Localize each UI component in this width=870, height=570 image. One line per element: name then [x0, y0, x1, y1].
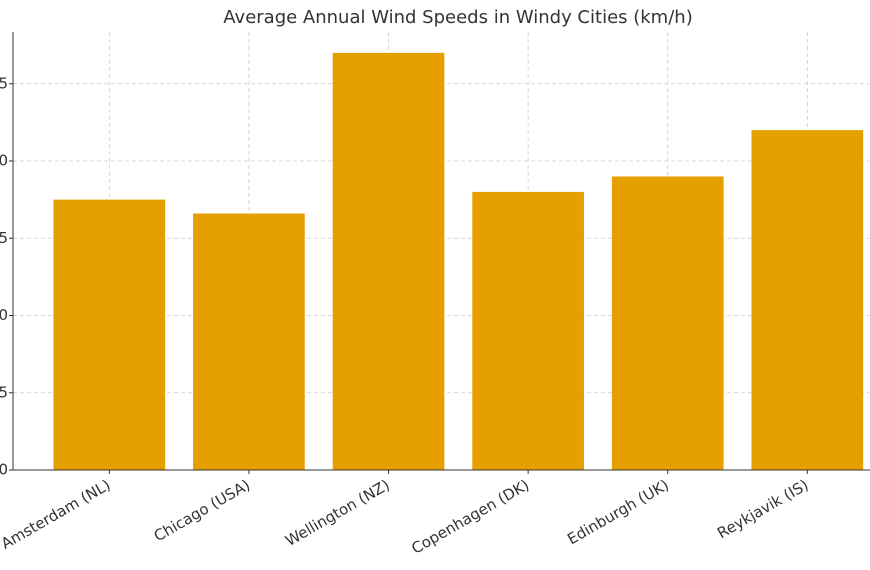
- bar: [193, 213, 305, 470]
- x-tick-label: Copenhagen (DK): [408, 476, 532, 558]
- bar: [53, 199, 166, 470]
- bar: [611, 176, 724, 471]
- x-tick-label: Amsterdam (NL): [0, 476, 114, 553]
- x-tick-label: Chicago (USA): [151, 476, 253, 545]
- chart-title: Average Annual Wind Speeds in Windy Citi…: [223, 7, 692, 28]
- y-tick-label: 5: [0, 383, 8, 401]
- x-tick-label: Edinburgh (UK): [564, 476, 672, 549]
- y-tick-label: 15: [0, 229, 8, 247]
- y-tick-label: 0: [0, 461, 8, 479]
- bar: [472, 191, 584, 470]
- x-tick-label: Reykjavik (IS): [714, 476, 811, 543]
- y-tick-label: 25: [0, 74, 8, 92]
- y-tick-label: 20: [0, 152, 8, 170]
- x-tick-label: Wellington (NZ): [282, 476, 393, 550]
- bar: [332, 52, 445, 470]
- y-tick-label: 10: [0, 306, 8, 324]
- bar: [751, 130, 864, 470]
